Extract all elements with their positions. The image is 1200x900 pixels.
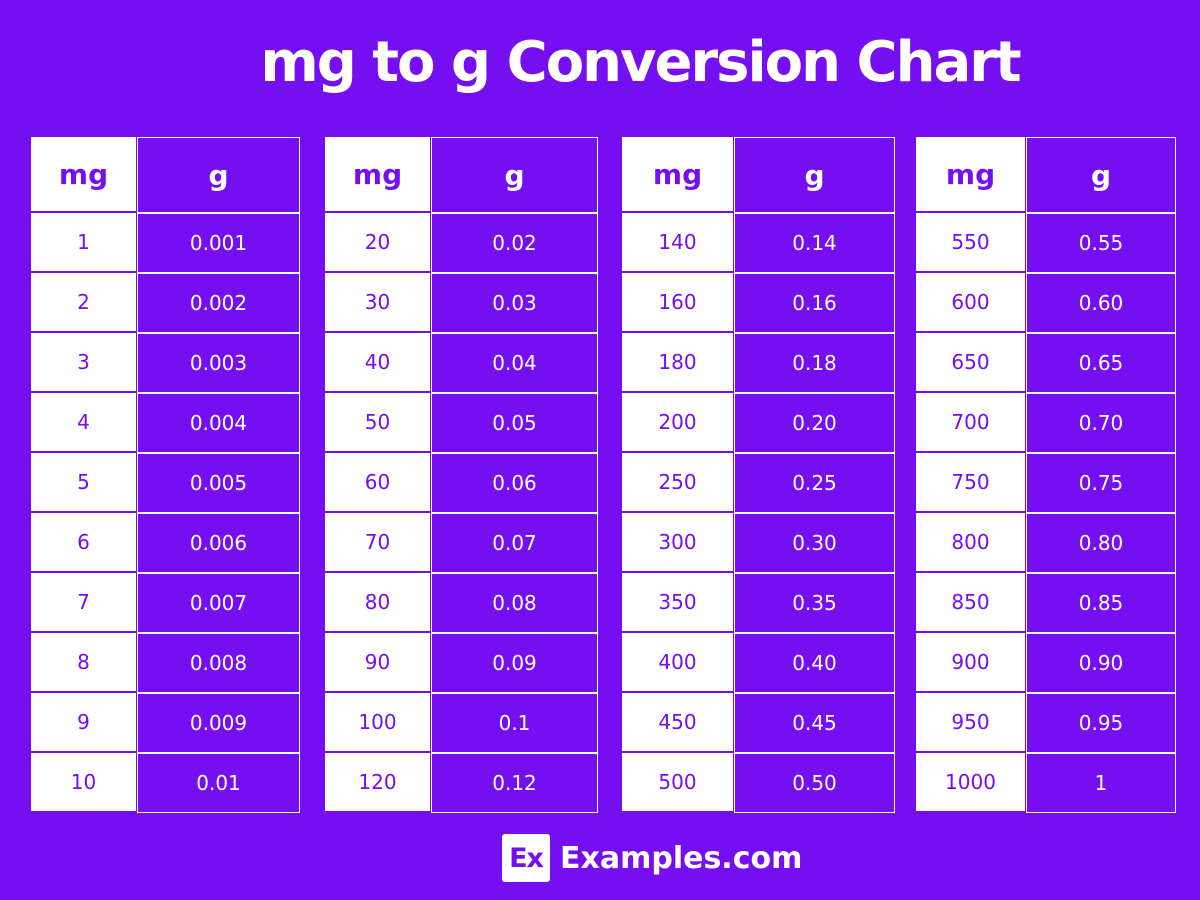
mg-value-cell: 160	[622, 273, 733, 333]
g-value-cell: 0.005	[137, 453, 300, 513]
g-value-cell: 0.45	[734, 693, 895, 753]
mg-value-cell: 5	[31, 453, 136, 513]
examples-logo-icon: Ex	[502, 834, 550, 882]
header-mg: mg	[622, 137, 733, 213]
mg-value-cell: 7	[31, 573, 136, 633]
mg-value-cell: 450	[622, 693, 733, 753]
mg-value-cell: 100	[325, 693, 430, 753]
g-value-cell: 0.02	[431, 213, 598, 273]
mg-value-cell: 4	[31, 393, 136, 453]
g-value-cell: 0.14	[734, 213, 895, 273]
g-value-cell: 0.20	[734, 393, 895, 453]
g-value-cell: 0.90	[1026, 633, 1176, 693]
g-value-cell: 0.50	[734, 753, 895, 813]
mg-value-cell: 3	[31, 333, 136, 393]
mg-value-cell: 750	[916, 453, 1025, 513]
mg-value-cell: 850	[916, 573, 1025, 633]
mg-value-cell: 50	[325, 393, 430, 453]
header-g: g	[1026, 137, 1176, 213]
g-value-cell: 0.003	[137, 333, 300, 393]
g-value-cell: 0.09	[431, 633, 598, 693]
g-value-cell: 0.18	[734, 333, 895, 393]
g-value-cell: 0.65	[1026, 333, 1176, 393]
mg-value-cell: 1000	[916, 753, 1025, 813]
g-value-cell: 0.004	[137, 393, 300, 453]
g-value-cell: 0.85	[1026, 573, 1176, 633]
mg-value-cell: 300	[622, 513, 733, 573]
g-value-cell: 0.006	[137, 513, 300, 573]
g-value-cell: 0.03	[431, 273, 598, 333]
g-value-cell: 0.60	[1026, 273, 1176, 333]
header-mg: mg	[916, 137, 1025, 213]
g-value-cell: 0.04	[431, 333, 598, 393]
g-value-cell: 0.07	[431, 513, 598, 573]
mg-value-cell: 500	[622, 753, 733, 813]
g-value-cell: 0.002	[137, 273, 300, 333]
mg-value-cell: 400	[622, 633, 733, 693]
mg-value-cell: 70	[325, 513, 430, 573]
page-title: mg to g Conversion Chart	[260, 30, 1021, 95]
header-mg: mg	[31, 137, 136, 213]
mg-value-cell: 30	[325, 273, 430, 333]
mg-value-cell: 900	[916, 633, 1025, 693]
mg-value-cell: 80	[325, 573, 430, 633]
mg-value-cell: 180	[622, 333, 733, 393]
header-g: g	[431, 137, 598, 213]
g-value-cell: 0.001	[137, 213, 300, 273]
mg-value-cell: 800	[916, 513, 1025, 573]
g-value-cell: 0.30	[734, 513, 895, 573]
mg-value-cell: 10	[31, 753, 136, 813]
mg-value-cell: 20	[325, 213, 430, 273]
mg-value-cell: 650	[916, 333, 1025, 393]
g-value-cell: 0.12	[431, 753, 598, 813]
g-value-cell: 0.40	[734, 633, 895, 693]
mg-value-cell: 200	[622, 393, 733, 453]
mg-value-cell: 40	[325, 333, 430, 393]
g-value-cell: 0.55	[1026, 213, 1176, 273]
g-value-cell: 0.25	[734, 453, 895, 513]
g-value-cell: 0.80	[1026, 513, 1176, 573]
mg-value-cell: 950	[916, 693, 1025, 753]
g-value-cell: 0.75	[1026, 453, 1176, 513]
mg-value-cell: 140	[622, 213, 733, 273]
mg-value-cell: 700	[916, 393, 1025, 453]
mg-value-cell: 6	[31, 513, 136, 573]
header-g: g	[137, 137, 300, 213]
mg-value-cell: 2	[31, 273, 136, 333]
mg-value-cell: 60	[325, 453, 430, 513]
mg-value-cell: 1	[31, 213, 136, 273]
g-value-cell: 0.008	[137, 633, 300, 693]
mg-value-cell: 8	[31, 633, 136, 693]
g-value-cell: 0.01	[137, 753, 300, 813]
mg-value-cell: 90	[325, 633, 430, 693]
footer-brand: Ex Examples.com	[502, 834, 802, 882]
mg-value-cell: 9	[31, 693, 136, 753]
g-value-cell: 0.16	[734, 273, 895, 333]
g-value-cell: 0.70	[1026, 393, 1176, 453]
g-value-cell: 0.95	[1026, 693, 1176, 753]
g-value-cell: 0.06	[431, 453, 598, 513]
mg-value-cell: 250	[622, 453, 733, 513]
g-value-cell: 0.007	[137, 573, 300, 633]
header-mg: mg	[325, 137, 430, 213]
brand-name: Examples.com	[560, 840, 803, 876]
mg-value-cell: 120	[325, 753, 430, 813]
g-value-cell: 0.1	[431, 693, 598, 753]
g-value-cell: 1	[1026, 753, 1176, 813]
g-value-cell: 0.05	[431, 393, 598, 453]
g-value-cell: 0.009	[137, 693, 300, 753]
g-value-cell: 0.08	[431, 573, 598, 633]
mg-value-cell: 600	[916, 273, 1025, 333]
header-g: g	[734, 137, 895, 213]
mg-value-cell: 550	[916, 213, 1025, 273]
g-value-cell: 0.35	[734, 573, 895, 633]
mg-value-cell: 350	[622, 573, 733, 633]
